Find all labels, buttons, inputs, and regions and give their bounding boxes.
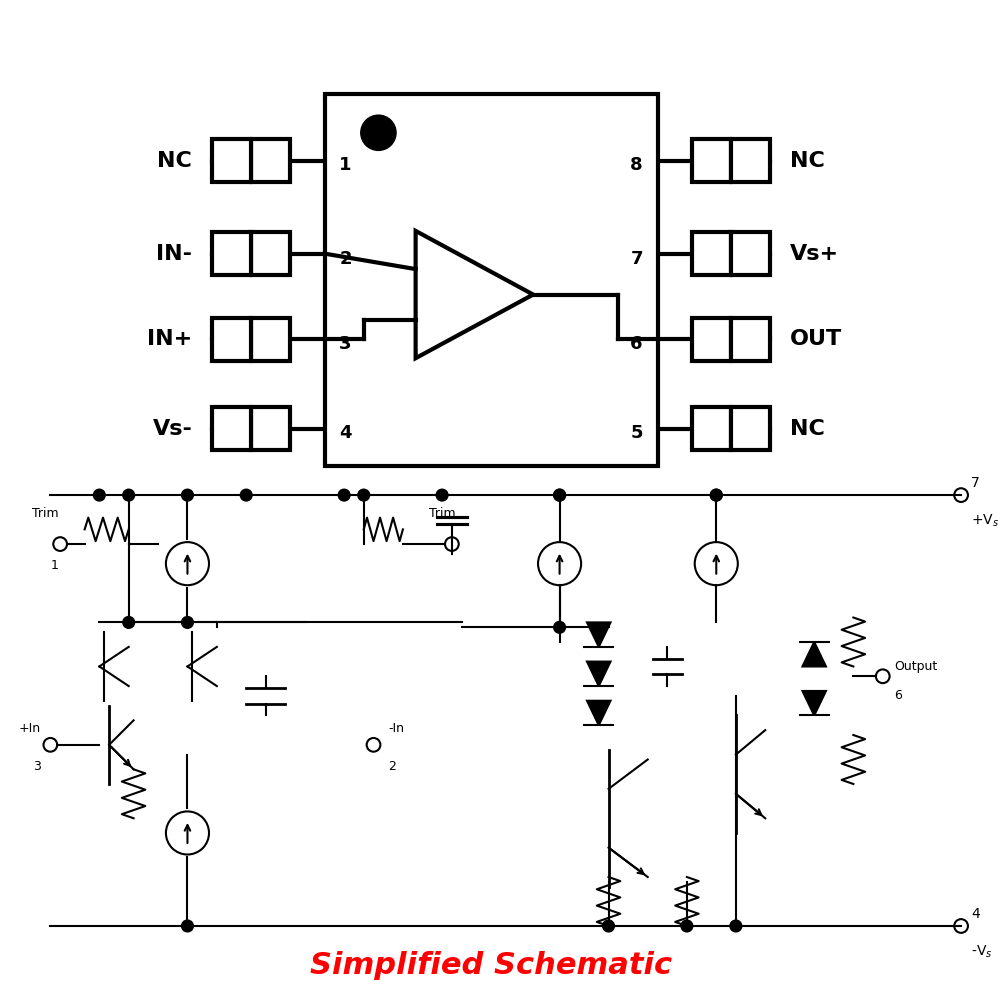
Text: Simplified Schematic: Simplified Schematic bbox=[310, 951, 672, 980]
Text: 2: 2 bbox=[388, 760, 396, 773]
Polygon shape bbox=[802, 642, 826, 666]
Bar bbox=[251, 139, 290, 182]
Text: 2: 2 bbox=[339, 250, 352, 268]
Text: 5: 5 bbox=[630, 424, 643, 442]
Text: IN+: IN+ bbox=[147, 329, 192, 349]
Text: 4: 4 bbox=[971, 907, 980, 921]
Circle shape bbox=[358, 489, 370, 501]
Bar bbox=[731, 232, 770, 275]
Text: Vs+: Vs+ bbox=[790, 244, 839, 264]
Circle shape bbox=[710, 489, 722, 501]
Text: 1: 1 bbox=[339, 156, 352, 174]
Circle shape bbox=[338, 489, 350, 501]
Circle shape bbox=[554, 489, 565, 501]
Text: 7: 7 bbox=[971, 476, 980, 490]
Text: NC: NC bbox=[790, 151, 825, 171]
Bar bbox=[212, 407, 251, 450]
Bar bbox=[212, 139, 251, 182]
Bar bbox=[692, 139, 731, 182]
Text: +In: +In bbox=[18, 722, 41, 735]
Text: 6: 6 bbox=[630, 335, 643, 353]
Polygon shape bbox=[587, 662, 611, 686]
Text: 1: 1 bbox=[50, 559, 58, 572]
Text: -V$_s$: -V$_s$ bbox=[971, 944, 992, 960]
Text: 3: 3 bbox=[339, 335, 352, 353]
Circle shape bbox=[436, 489, 448, 501]
Circle shape bbox=[123, 489, 135, 501]
Circle shape bbox=[603, 920, 614, 932]
Bar bbox=[731, 318, 770, 361]
Polygon shape bbox=[587, 701, 611, 725]
Bar bbox=[212, 232, 251, 275]
Bar bbox=[692, 232, 731, 275]
Circle shape bbox=[681, 920, 693, 932]
Bar bbox=[251, 318, 290, 361]
Bar bbox=[325, 94, 658, 466]
Bar bbox=[212, 318, 251, 361]
Polygon shape bbox=[802, 691, 826, 715]
Circle shape bbox=[710, 489, 722, 501]
Text: OUT: OUT bbox=[790, 329, 842, 349]
Circle shape bbox=[730, 920, 742, 932]
Text: Output: Output bbox=[895, 660, 938, 673]
Text: NC: NC bbox=[157, 151, 192, 171]
Text: 6: 6 bbox=[895, 689, 902, 702]
Bar bbox=[692, 407, 731, 450]
Circle shape bbox=[182, 617, 193, 628]
Bar bbox=[692, 318, 731, 361]
Bar bbox=[251, 407, 290, 450]
Circle shape bbox=[93, 489, 105, 501]
Text: Trim: Trim bbox=[32, 507, 59, 520]
Text: 8: 8 bbox=[630, 156, 643, 174]
Circle shape bbox=[182, 920, 193, 932]
Bar bbox=[731, 407, 770, 450]
Polygon shape bbox=[587, 622, 611, 647]
Text: +V$_s$: +V$_s$ bbox=[971, 513, 999, 529]
Text: Vs-: Vs- bbox=[152, 419, 192, 439]
Text: 7: 7 bbox=[630, 250, 643, 268]
Text: -In: -In bbox=[388, 722, 404, 735]
Text: NC: NC bbox=[790, 419, 825, 439]
Text: IN-: IN- bbox=[156, 244, 192, 264]
Circle shape bbox=[240, 489, 252, 501]
Bar bbox=[731, 139, 770, 182]
Bar bbox=[251, 232, 290, 275]
Circle shape bbox=[182, 489, 193, 501]
Circle shape bbox=[554, 489, 565, 501]
Text: Trim: Trim bbox=[429, 507, 455, 520]
Text: 4: 4 bbox=[339, 424, 352, 442]
Circle shape bbox=[123, 617, 135, 628]
Circle shape bbox=[361, 115, 396, 150]
Text: 3: 3 bbox=[33, 760, 41, 773]
Circle shape bbox=[554, 621, 565, 633]
